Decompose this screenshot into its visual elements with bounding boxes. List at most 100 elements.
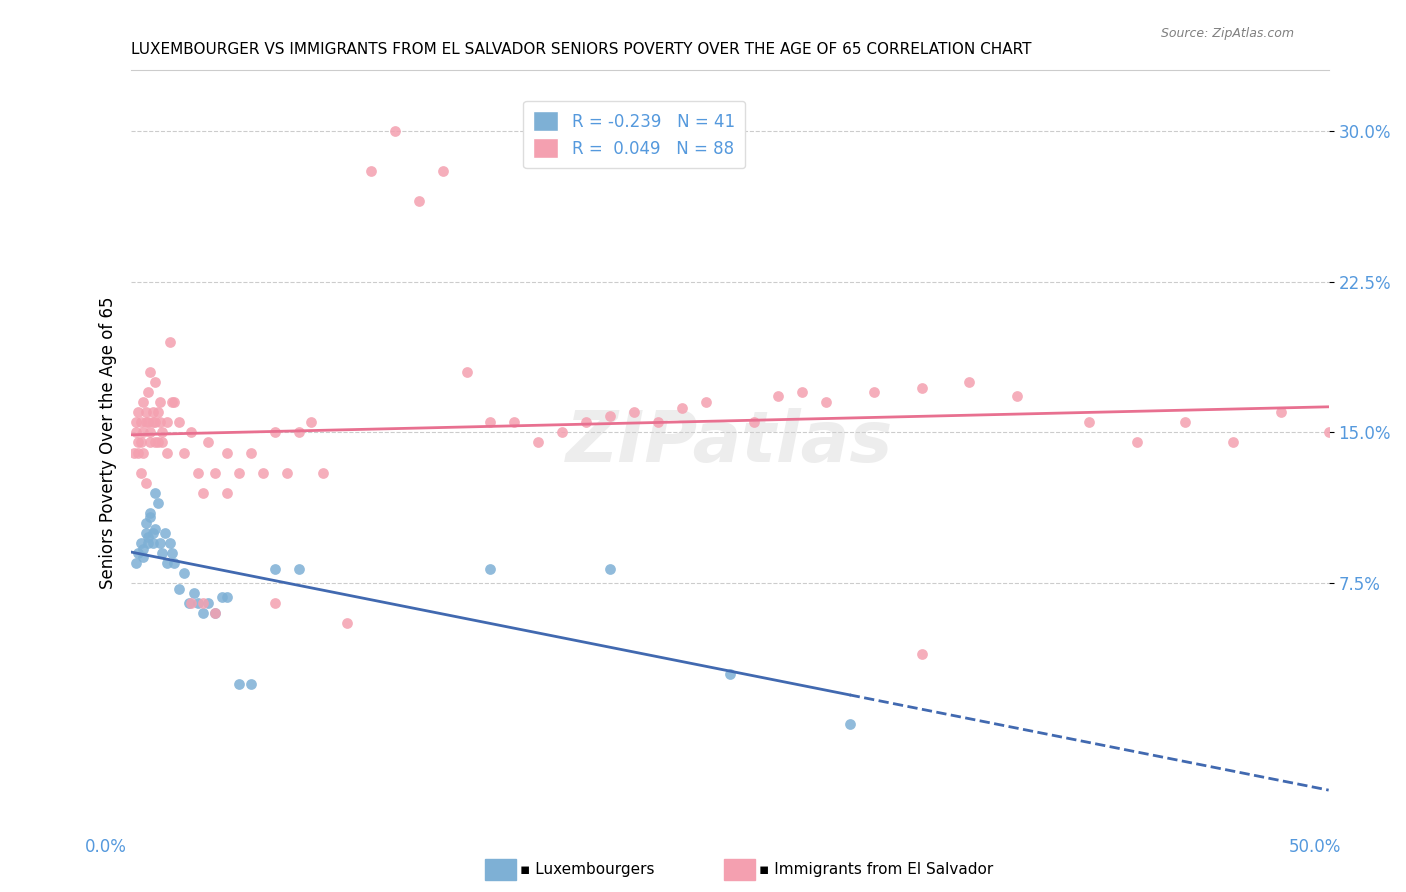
Point — [197, 435, 219, 450]
Point — [599, 409, 621, 424]
Point — [204, 466, 226, 480]
Point — [215, 485, 238, 500]
Point — [160, 395, 183, 409]
Point — [135, 526, 157, 541]
Point — [142, 536, 165, 550]
Point — [139, 509, 162, 524]
Point — [146, 405, 169, 419]
Point — [240, 677, 263, 691]
Point — [599, 562, 621, 576]
Point — [132, 395, 155, 409]
Point — [312, 466, 335, 480]
Point — [142, 405, 165, 419]
Point — [153, 526, 176, 541]
Point — [187, 466, 209, 480]
Point — [132, 550, 155, 565]
Point — [132, 445, 155, 459]
Point — [408, 194, 430, 209]
Point — [149, 536, 172, 550]
Point — [456, 365, 478, 379]
Point — [159, 536, 181, 550]
Point — [790, 385, 813, 400]
Point — [240, 445, 263, 459]
Point — [135, 416, 157, 430]
Point — [252, 466, 274, 480]
Point — [228, 466, 250, 480]
Point — [384, 124, 406, 138]
Point — [432, 164, 454, 178]
Point — [910, 647, 932, 661]
Point — [160, 546, 183, 560]
Point — [136, 416, 159, 430]
Point — [671, 401, 693, 416]
Point — [479, 416, 502, 430]
Point — [177, 596, 200, 610]
Point — [1174, 416, 1197, 430]
Point — [1317, 425, 1340, 440]
Point — [187, 596, 209, 610]
Point — [910, 381, 932, 395]
Text: ▪ Luxembourgers: ▪ Luxembourgers — [520, 863, 655, 877]
Point — [1007, 389, 1029, 403]
Point — [146, 435, 169, 450]
Point — [211, 591, 233, 605]
Point — [156, 556, 179, 570]
Legend: R = -0.239   N = 41, R =  0.049   N = 88: R = -0.239 N = 41, R = 0.049 N = 88 — [523, 101, 745, 169]
Point — [143, 416, 166, 430]
Point — [264, 562, 287, 576]
Y-axis label: Seniors Poverty Over the Age of 65: Seniors Poverty Over the Age of 65 — [100, 296, 117, 589]
Point — [142, 416, 165, 430]
Point — [143, 522, 166, 536]
Point — [127, 435, 149, 450]
Point — [125, 425, 148, 440]
Point — [527, 435, 550, 450]
Point — [149, 416, 172, 430]
Point — [288, 425, 311, 440]
Point — [191, 485, 214, 500]
Point — [551, 425, 574, 440]
Point — [129, 435, 152, 450]
Point — [276, 466, 298, 480]
Point — [191, 596, 214, 610]
Point — [127, 546, 149, 560]
Point — [1222, 435, 1244, 450]
Point — [718, 666, 741, 681]
Point — [204, 607, 226, 621]
Text: Source: ZipAtlas.com: Source: ZipAtlas.com — [1160, 27, 1294, 40]
Point — [163, 556, 186, 570]
Point — [167, 582, 190, 597]
Point — [264, 425, 287, 440]
Text: ZIPatlas: ZIPatlas — [567, 408, 894, 477]
Point — [183, 586, 205, 600]
Point — [156, 416, 179, 430]
Point — [132, 425, 155, 440]
Text: ▪ Immigrants from El Salvador: ▪ Immigrants from El Salvador — [759, 863, 994, 877]
Text: LUXEMBOURGER VS IMMIGRANTS FROM EL SALVADOR SENIORS POVERTY OVER THE AGE OF 65 C: LUXEMBOURGER VS IMMIGRANTS FROM EL SALVA… — [131, 42, 1032, 57]
Point — [146, 496, 169, 510]
Point — [204, 607, 226, 621]
Point — [197, 596, 219, 610]
Point — [135, 475, 157, 490]
Point — [479, 562, 502, 576]
Point — [122, 445, 145, 459]
Point — [228, 677, 250, 691]
Point — [299, 416, 322, 430]
Point — [136, 530, 159, 544]
Point — [167, 416, 190, 430]
Point — [695, 395, 717, 409]
Point — [143, 485, 166, 500]
Point — [288, 562, 311, 576]
Point — [1126, 435, 1149, 450]
Point — [143, 435, 166, 450]
Point — [135, 516, 157, 530]
Point — [215, 445, 238, 459]
Point — [173, 445, 195, 459]
Point — [142, 526, 165, 541]
Point — [647, 416, 669, 430]
Point — [503, 416, 526, 430]
Point — [264, 596, 287, 610]
Point — [360, 164, 382, 178]
Point — [191, 607, 214, 621]
Point — [1270, 405, 1292, 419]
Point — [139, 365, 162, 379]
